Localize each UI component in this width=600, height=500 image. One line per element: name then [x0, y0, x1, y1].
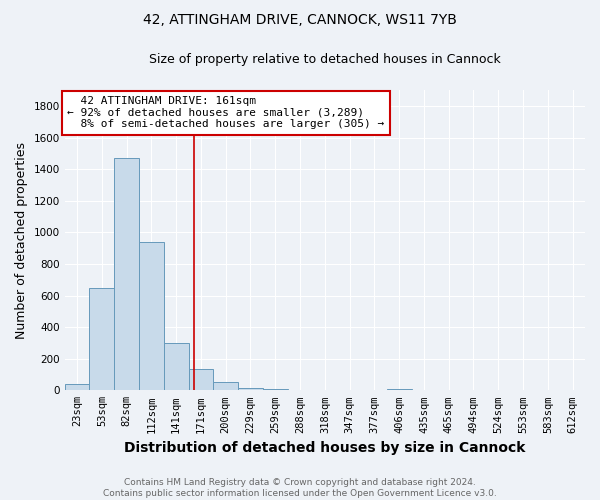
- Text: 42 ATTINGHAM DRIVE: 161sqm
← 92% of detached houses are smaller (3,289)
  8% of : 42 ATTINGHAM DRIVE: 161sqm ← 92% of deta…: [67, 96, 385, 130]
- Bar: [139, 242, 164, 390]
- Y-axis label: Number of detached properties: Number of detached properties: [15, 142, 28, 339]
- Text: Contains HM Land Registry data © Crown copyright and database right 2024.
Contai: Contains HM Land Registry data © Crown c…: [103, 478, 497, 498]
- Title: Size of property relative to detached houses in Cannock: Size of property relative to detached ho…: [149, 52, 501, 66]
- Bar: [238, 388, 263, 390]
- Bar: [214, 382, 238, 390]
- Bar: [263, 389, 287, 390]
- Bar: [89, 288, 114, 391]
- Text: 42, ATTINGHAM DRIVE, CANNOCK, WS11 7YB: 42, ATTINGHAM DRIVE, CANNOCK, WS11 7YB: [143, 12, 457, 26]
- Bar: [65, 384, 89, 390]
- X-axis label: Distribution of detached houses by size in Cannock: Distribution of detached houses by size …: [124, 441, 526, 455]
- Bar: [164, 343, 188, 390]
- Bar: [114, 158, 139, 390]
- Bar: [387, 389, 412, 390]
- Bar: [188, 369, 214, 390]
